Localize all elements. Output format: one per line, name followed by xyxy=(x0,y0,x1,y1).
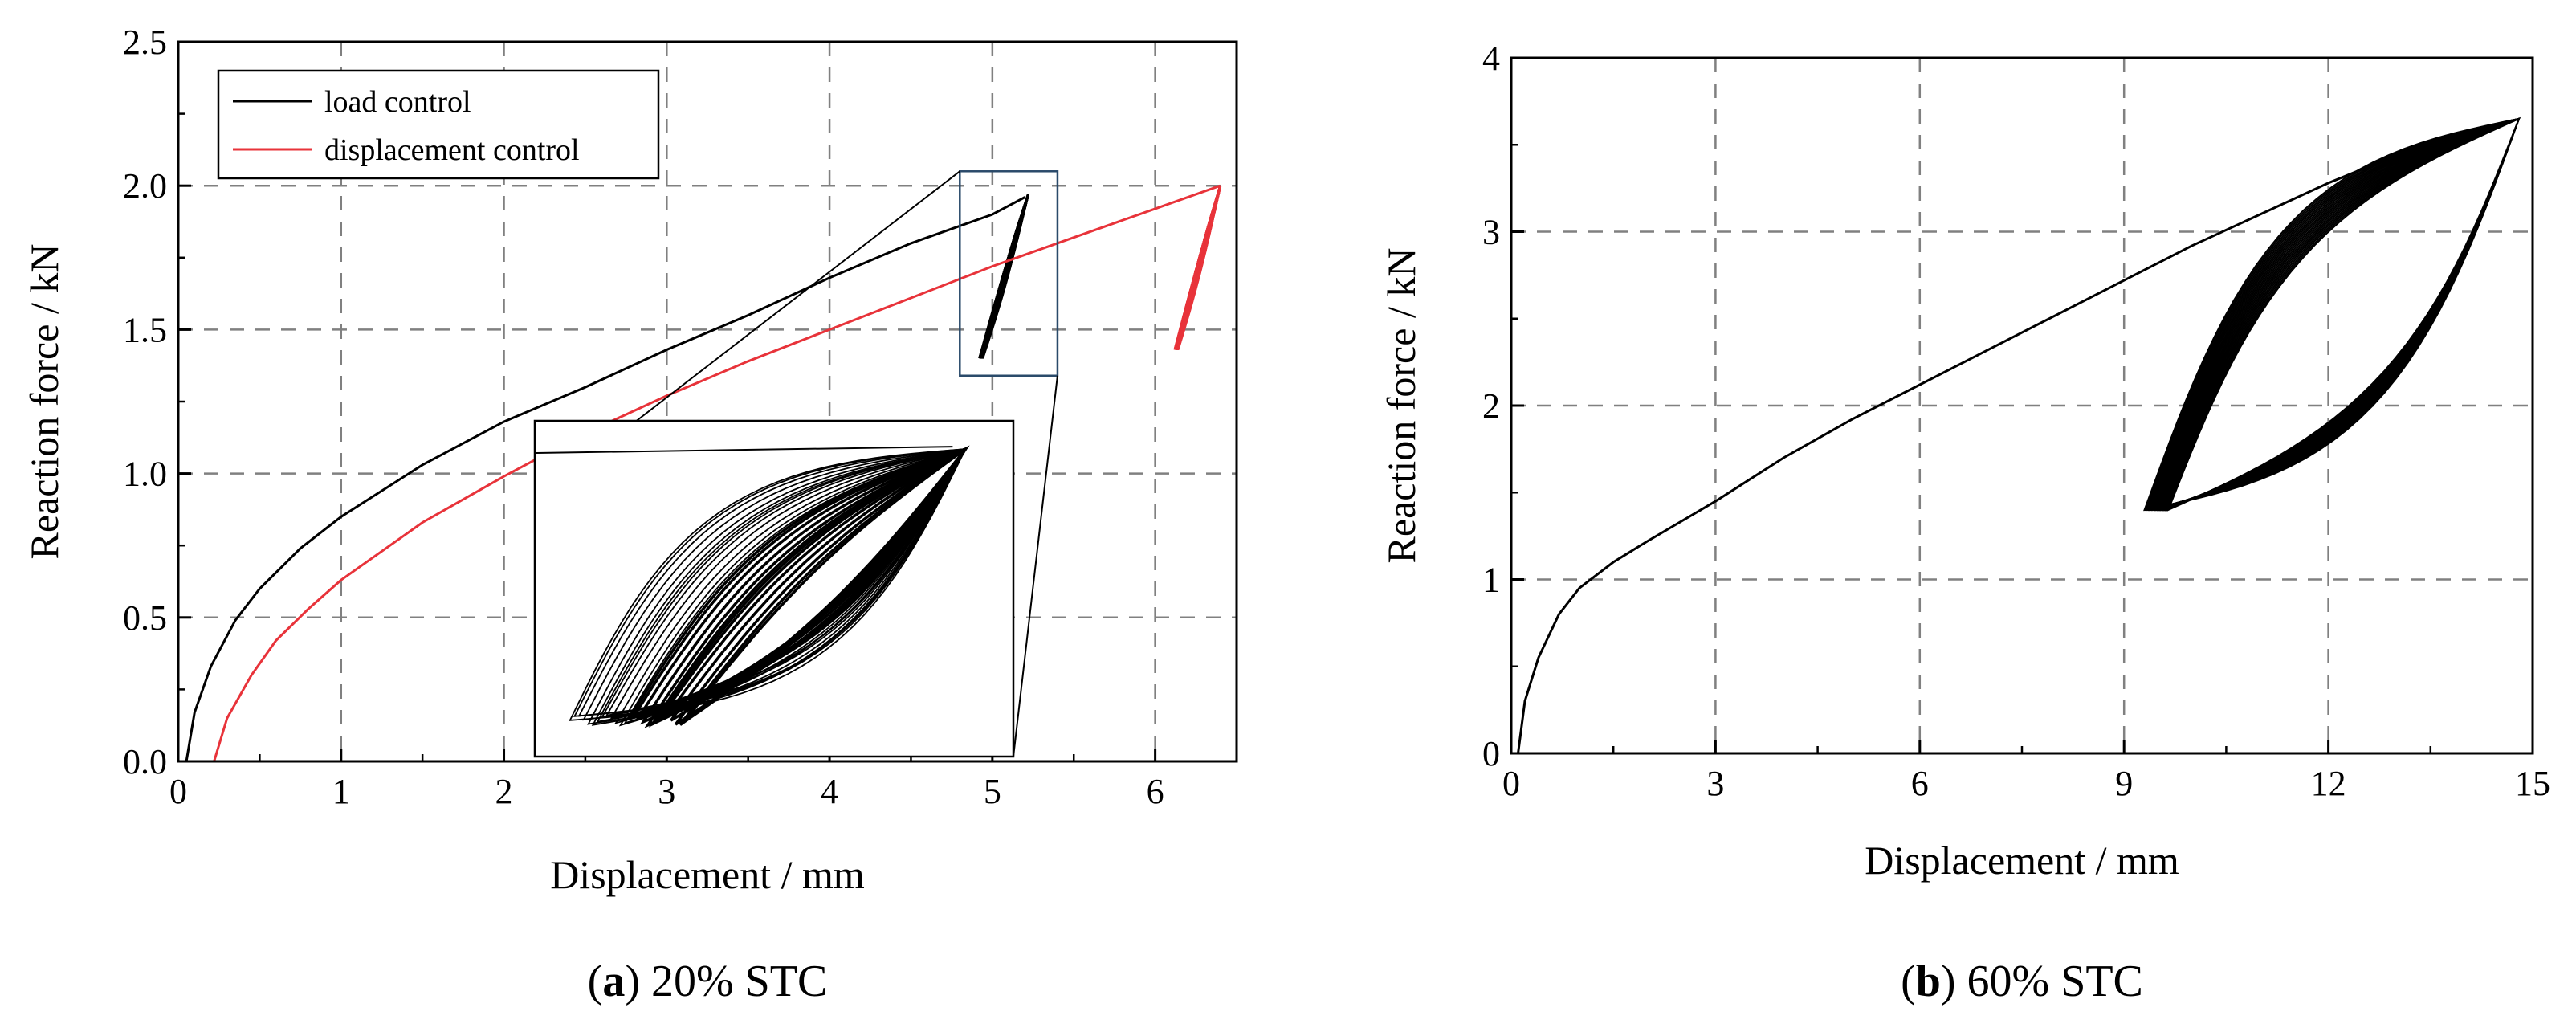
hysteresis-loop xyxy=(2144,117,2521,512)
panel-a-y-axis-label: Reaction force / kN xyxy=(22,244,67,560)
panel-b-x-axis-label: Displacement / mm xyxy=(1865,838,2179,883)
panel-a-ticks: 0 1 2 3 4 5 6 0.0 0.5 1.0 1.5 2.0 2.5 xyxy=(123,22,1164,811)
panel-a-legend: load control displacement control xyxy=(217,69,660,180)
x-tick-label: 0 xyxy=(169,772,187,811)
hysteresis-loop xyxy=(2146,117,2521,512)
zoom-connector-line xyxy=(1013,375,1058,757)
y-tick-label: 2.5 xyxy=(123,22,167,62)
hysteresis-loop xyxy=(2153,117,2521,512)
hysteresis-loop xyxy=(2150,117,2521,512)
x-tick-label: 6 xyxy=(1911,764,1929,803)
panel-a-x-axis-label: Displacement / mm xyxy=(550,852,865,897)
hysteresis-loop xyxy=(2152,117,2521,512)
panel-a-caption: (a) 20% STC xyxy=(588,957,828,1006)
hysteresis-loop xyxy=(1176,185,1222,350)
x-tick-label: 15 xyxy=(2515,764,2550,803)
hysteresis-loop xyxy=(2147,117,2521,512)
y-tick-label: 0.5 xyxy=(123,598,167,638)
hysteresis-loop xyxy=(2145,117,2521,512)
hysteresis-loop xyxy=(981,194,1029,359)
hysteresis-loop xyxy=(2156,117,2521,512)
panel-a-chart: 0 1 2 3 4 5 6 0.0 0.5 1.0 1.5 2.0 2.5 load control d… xyxy=(22,22,1238,1006)
panel-b-caption: (b) 60% STC xyxy=(1901,957,2143,1006)
panel-b-y-axis-label: Reaction force / kN xyxy=(1379,248,1424,564)
panel-a-zoom-inset xyxy=(533,170,1059,758)
x-tick-label: 3 xyxy=(658,772,675,811)
x-tick-label: 12 xyxy=(2311,764,2346,803)
hysteresis-loop xyxy=(2155,117,2521,512)
x-tick-label: 0 xyxy=(1502,764,1520,803)
x-tick-label: 6 xyxy=(1147,772,1164,811)
hysteresis-loop xyxy=(2150,117,2521,512)
hysteresis-loop xyxy=(2143,117,2521,512)
series-line-series-0 xyxy=(1517,119,2513,754)
y-tick-label: 0 xyxy=(1482,734,1500,773)
inset-ramp-line xyxy=(536,446,953,454)
legend-label-load-control: load control xyxy=(324,85,471,119)
zoom-region-box xyxy=(959,170,1059,377)
x-tick-label: 2 xyxy=(495,772,513,811)
y-tick-label: 1 xyxy=(1482,561,1500,600)
hysteresis-loop xyxy=(2154,117,2521,512)
x-tick-label: 9 xyxy=(2115,764,2133,803)
legend-label-displacement-control: displacement control xyxy=(324,133,580,167)
series-line-load-control xyxy=(185,196,1026,762)
y-tick-label: 2 xyxy=(1482,386,1500,426)
panel-b-series xyxy=(1517,116,2521,754)
y-tick-label: 4 xyxy=(1482,39,1500,78)
y-tick-label: 3 xyxy=(1482,213,1500,252)
y-tick-label: 2.0 xyxy=(123,166,167,206)
x-tick-label: 1 xyxy=(332,772,350,811)
zoom-connector-line xyxy=(634,170,960,423)
x-tick-label: 3 xyxy=(1706,764,1724,803)
hysteresis-loop xyxy=(2149,117,2521,512)
x-tick-label: 4 xyxy=(821,772,838,811)
y-tick-label: 0.0 xyxy=(123,742,167,781)
inset-hysteresis-loop xyxy=(683,447,967,723)
x-tick-label: 5 xyxy=(984,772,1001,811)
y-tick-label: 1.5 xyxy=(123,310,167,349)
y-tick-label: 1.0 xyxy=(123,455,167,494)
